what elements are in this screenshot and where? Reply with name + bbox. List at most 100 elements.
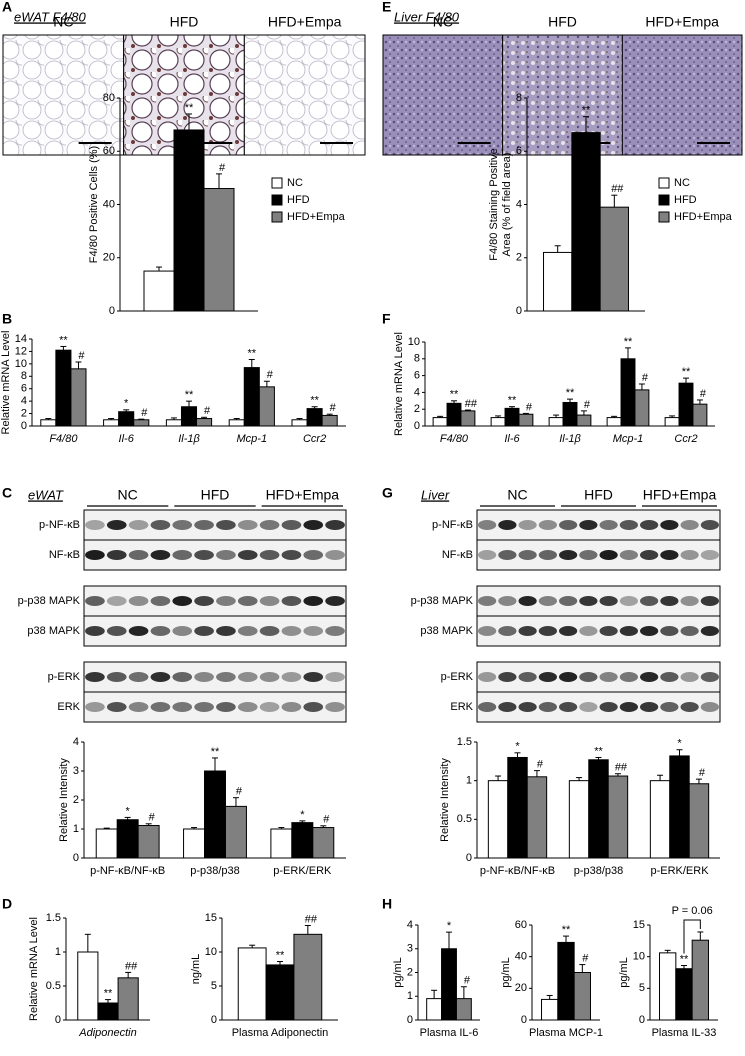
blot-band <box>538 626 557 636</box>
blot-group: HFD+Empa <box>643 487 717 503</box>
y-axis-label: Area (% of field area) <box>501 153 513 257</box>
significance: ** <box>594 745 603 757</box>
significance: ## <box>305 913 318 925</box>
bar <box>270 828 293 859</box>
blot-band <box>498 672 517 682</box>
p-value: P = 0.06 <box>672 905 713 917</box>
significance: ## <box>125 960 138 972</box>
bar <box>95 828 118 859</box>
significance: # <box>236 786 243 798</box>
y-tick-label: 2 <box>21 407 27 419</box>
blot-band <box>579 550 598 560</box>
bar <box>165 419 182 427</box>
significance: # <box>582 952 589 964</box>
blot-band <box>325 702 345 712</box>
y-tick-label: 15 <box>205 912 217 924</box>
blot-band <box>150 702 171 712</box>
blot-band <box>599 626 618 636</box>
blot-band <box>106 550 127 560</box>
y-tick-label: 1 <box>55 946 61 958</box>
blot-band <box>700 596 719 606</box>
bar <box>576 414 592 427</box>
x-tick-label: Il-6 <box>119 433 135 445</box>
y-tick-label: 10 <box>633 951 645 963</box>
image-label: HFD+Empa <box>268 14 342 30</box>
bar <box>573 972 591 1021</box>
y-tick-label: 0 <box>466 852 472 864</box>
blot-band <box>599 596 618 606</box>
image-label: NC <box>433 14 453 30</box>
significance: * <box>447 920 452 932</box>
y-tick-label: 6 <box>21 383 27 395</box>
blot-band <box>680 672 699 682</box>
bar <box>180 406 198 427</box>
significance: # <box>267 369 274 381</box>
bar <box>441 948 457 1021</box>
x-tick-label: Ccr2 <box>303 433 326 445</box>
blot-band <box>700 550 719 560</box>
blot-band <box>194 596 214 606</box>
y-tick-label: 6 <box>516 145 522 157</box>
blot-band <box>498 596 517 606</box>
panel-letter: F <box>382 311 391 327</box>
image-label: NC <box>53 14 73 30</box>
blot-band <box>660 626 679 636</box>
blot-band <box>640 626 659 636</box>
bar <box>291 822 314 859</box>
significance: ** <box>104 988 113 1000</box>
bar <box>312 827 335 859</box>
blot-strip <box>476 691 721 723</box>
y-tick-label: 8 <box>414 353 420 365</box>
blot-row-label: p-p38 MAPK <box>18 595 81 607</box>
blot-band <box>325 550 345 560</box>
blot-band <box>498 520 517 530</box>
y-tick-label: 2 <box>407 966 413 978</box>
blot-band <box>680 626 699 636</box>
blot-row-label: p-NF-κB <box>432 519 473 531</box>
blot-band <box>478 672 497 682</box>
bar <box>432 417 448 427</box>
blot-band <box>325 672 345 682</box>
bar <box>237 947 267 1021</box>
blot-band <box>106 626 127 636</box>
legend-label: NC <box>674 177 690 189</box>
blot-band <box>281 596 302 606</box>
panel-letter: B <box>2 311 12 327</box>
y-axis-label: Relative mRNA Level <box>393 332 405 436</box>
significance: ** <box>185 389 194 401</box>
blot-band <box>303 672 324 682</box>
significance: # <box>464 975 471 987</box>
blot-band <box>619 702 638 712</box>
y-tick-label: 0 <box>639 1014 645 1026</box>
blot-band <box>619 626 638 636</box>
significance: ** <box>624 336 633 348</box>
y-axis-label: Relative mRNA Level <box>28 917 40 1021</box>
y-tick-label: 20 <box>103 252 115 264</box>
blot-band <box>259 596 280 606</box>
blot-band <box>216 520 236 530</box>
bar <box>204 770 226 859</box>
blot-row-label: ERK <box>450 701 473 713</box>
legend-swatch <box>658 194 670 206</box>
x-tick-label: Il-6 <box>504 433 520 445</box>
blot-band <box>128 672 149 682</box>
blot-band <box>237 672 258 682</box>
x-tick-label: F4/80 <box>49 433 78 445</box>
blot-band <box>478 520 497 530</box>
bar <box>490 417 506 427</box>
panel-letter: D <box>2 896 12 912</box>
blot-band <box>619 520 638 530</box>
blot-band <box>640 550 659 560</box>
y-tick-label: 2 <box>73 794 79 806</box>
blot-band <box>518 550 537 560</box>
blot-band <box>559 702 578 712</box>
y-tick-label: 10 <box>15 358 27 370</box>
blot-band <box>237 702 258 712</box>
significance: ** <box>508 395 517 407</box>
blot-band <box>106 520 127 530</box>
blot-row-label: NF-κB <box>442 549 473 561</box>
blot-band <box>478 702 497 712</box>
blot-band <box>172 596 193 606</box>
bar <box>487 780 509 859</box>
